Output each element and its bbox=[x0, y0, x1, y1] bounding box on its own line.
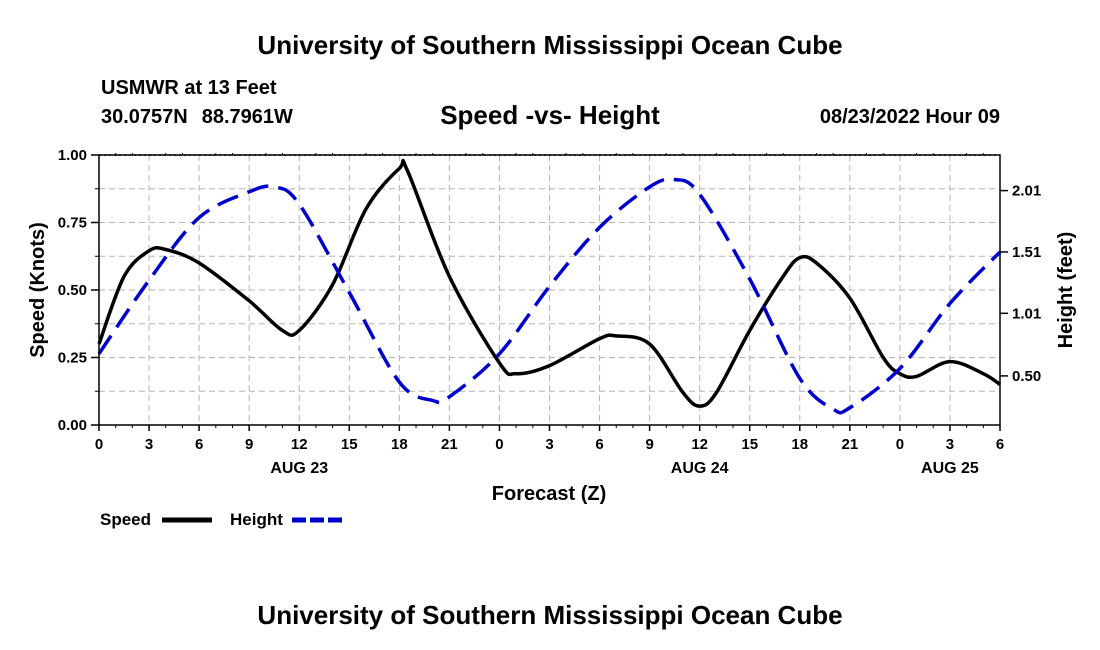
footer-title: University of Southern Mississippi Ocean… bbox=[257, 600, 843, 630]
y-axis-speed: 0.00 0.25 0.50 0.75 1.00 bbox=[58, 147, 99, 434]
series-lines bbox=[97, 158, 1002, 415]
station-label: USMWR at 13 Feet bbox=[101, 77, 277, 99]
x-date-label: AUG 25 bbox=[921, 460, 979, 477]
y-tick-label: 1.00 bbox=[58, 147, 87, 164]
legend-label-speed: Speed bbox=[100, 510, 151, 529]
x-date-label: AUG 23 bbox=[270, 460, 328, 477]
x-tick-label: 0 bbox=[95, 436, 103, 453]
y-tick-label: 0.00 bbox=[58, 417, 87, 434]
x-tick-label: 9 bbox=[645, 436, 653, 453]
x-tick-label: 18 bbox=[791, 436, 808, 453]
main-title: University of Southern Mississippi Ocean… bbox=[257, 30, 843, 60]
y-tick-label: 0.50 bbox=[58, 282, 87, 299]
station-coordinates: 30.0757N 88.7961W bbox=[101, 106, 307, 129]
x-tick-label: 12 bbox=[691, 436, 708, 453]
x-axis-label: Forecast (Z) bbox=[492, 483, 606, 505]
x-tick-label: 3 bbox=[946, 436, 954, 453]
x-tick-label: 3 bbox=[545, 436, 553, 453]
y2-tick-label: 0.50 bbox=[1012, 368, 1041, 385]
longitude: 88.7961W bbox=[201, 106, 293, 128]
x-tick-label: 6 bbox=[195, 436, 203, 453]
y2-tick-label: 1.51 bbox=[1012, 244, 1041, 261]
x-tick-label: 6 bbox=[996, 436, 1004, 453]
x-tick-label: 12 bbox=[291, 436, 308, 453]
y-tick-label: 0.75 bbox=[58, 215, 87, 232]
legend-label-height: Height bbox=[230, 510, 283, 529]
latitude: 30.0757N bbox=[101, 106, 188, 128]
series-line-height bbox=[97, 177, 1002, 415]
x-tick-label: 21 bbox=[441, 436, 458, 453]
x-tick-label: 15 bbox=[741, 436, 758, 453]
x-tick-label: 6 bbox=[595, 436, 603, 453]
legend: Speed Height bbox=[100, 510, 342, 529]
y-axis-height: 0.50 1.01 1.51 2.01 bbox=[1000, 183, 1041, 385]
y-axis-label: Speed (Knots) bbox=[27, 222, 49, 358]
y2-tick-label: 2.01 bbox=[1012, 183, 1041, 200]
forecast-datetime: 08/23/2022 Hour 09 bbox=[819, 106, 1000, 128]
series-line-speed bbox=[97, 158, 1001, 408]
x-tick-label: 15 bbox=[341, 436, 358, 453]
chart-title: Speed -vs- Height bbox=[440, 100, 660, 130]
x-tick-label: 21 bbox=[841, 436, 858, 453]
y2-axis-label: Height (feet) bbox=[1055, 232, 1077, 349]
grid-lines bbox=[99, 154, 1000, 425]
y-tick-label: 0.25 bbox=[58, 350, 87, 367]
x-tick-label: 9 bbox=[245, 436, 253, 453]
y2-tick-label: 1.01 bbox=[1012, 305, 1041, 322]
x-tick-label: 0 bbox=[495, 436, 503, 453]
x-tick-label: 0 bbox=[896, 436, 904, 453]
x-tick-label: 18 bbox=[391, 436, 408, 453]
x-axis: 0 3 6 9 12 15 18 21 0 3 6 9 12 15 18 21 0 3 6 AUG 23 AUG 24 A… bbox=[95, 153, 1004, 477]
x-tick-label: 3 bbox=[145, 436, 153, 453]
x-date-label: AUG 24 bbox=[671, 460, 729, 477]
